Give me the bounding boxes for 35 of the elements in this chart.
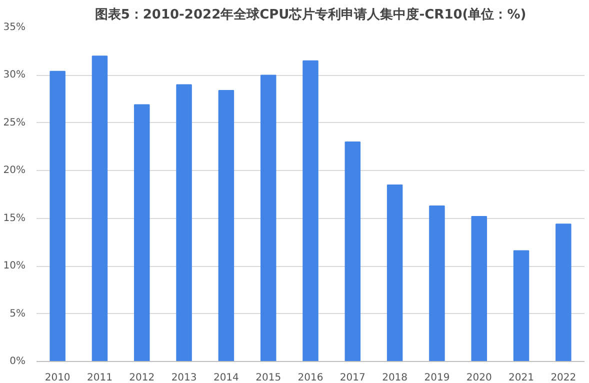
x-tick-label: 2014: [213, 372, 239, 383]
bar: [386, 184, 403, 362]
x-tick-label: 2012: [129, 372, 155, 383]
y-tick-label: 25%: [3, 117, 26, 128]
y-tick-label: 5%: [10, 308, 26, 320]
x-tick-label: 2020: [466, 372, 492, 383]
bar: [471, 216, 487, 362]
bar: [429, 205, 445, 362]
y-tick-label: 20%: [3, 165, 26, 176]
bar: [218, 90, 234, 362]
y-tick-label: 10%: [3, 260, 26, 272]
x-tick-label: 2022: [550, 372, 576, 383]
x-tick-label: 2019: [424, 372, 450, 383]
x-tick-label: 2017: [340, 372, 366, 383]
y-tick-label: 0%: [10, 356, 26, 367]
bar: [176, 84, 192, 362]
bar: [344, 142, 361, 362]
bar: [556, 224, 572, 362]
x-tick-label: 2013: [171, 372, 197, 383]
x-tick-label: 2015: [256, 372, 282, 383]
bar: [134, 104, 150, 362]
bar: [92, 56, 108, 362]
y-tick-label: 30%: [3, 70, 26, 81]
y-tick-label: 35%: [3, 22, 26, 33]
x-tick-label: 2018: [382, 372, 408, 383]
bar: [302, 60, 318, 362]
x-tick-label: 2021: [508, 372, 534, 383]
bar: [513, 250, 530, 362]
x-tick-label: 2011: [87, 372, 112, 383]
chart-title: 图表5：2010-2022年全球CPU芯片专利申请人集中度-CR10(单位：%): [94, 6, 526, 22]
bar: [50, 70, 66, 362]
y-tick-label: 15%: [3, 212, 26, 224]
bar: [260, 74, 276, 362]
x-tick-label: 2010: [44, 372, 70, 383]
x-tick-label: 2016: [298, 372, 324, 383]
